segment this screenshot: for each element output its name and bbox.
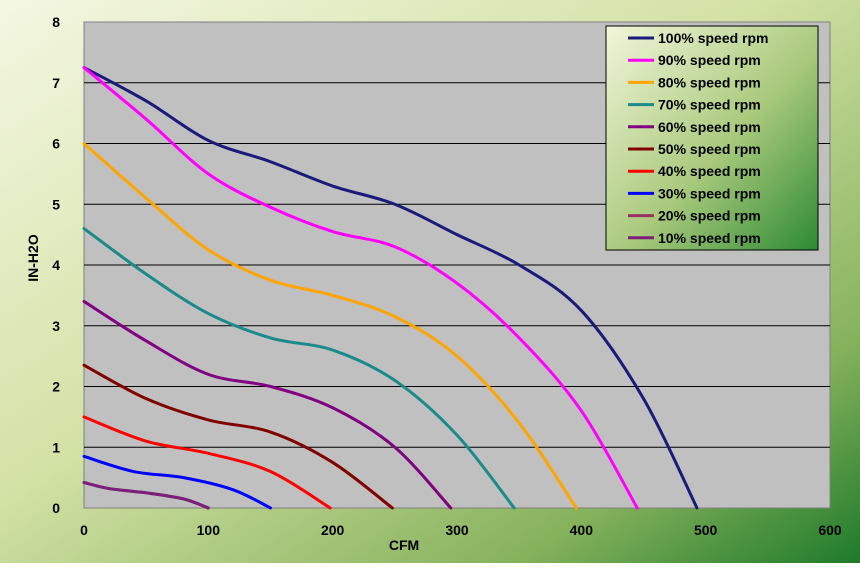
series-line: [82, 299, 453, 510]
series-line: [82, 66, 699, 510]
legend-label: 40% speed rpm: [658, 163, 761, 179]
y-tick-label: 3: [52, 318, 60, 334]
series-line: [82, 363, 394, 510]
y-tick-label: 8: [52, 14, 60, 30]
legend-label: 20% speed rpm: [658, 208, 761, 224]
series-line: [82, 480, 210, 510]
x-tick-label: 100: [197, 522, 221, 538]
y-tick-label: 6: [52, 136, 60, 152]
legend-label: 100% speed rpm: [658, 30, 769, 46]
x-tick-label: 0: [80, 522, 88, 538]
x-axis-ticks: 0 100 200 300 400 500 600: [80, 522, 842, 538]
legend-label: 10% speed rpm: [658, 230, 761, 246]
legend-box: [605, 25, 819, 251]
series-lines: [82, 66, 699, 510]
legend: 100% speed rpm 90% speed rpm 80% speed rpm…: [605, 25, 819, 251]
x-tick-label: 500: [694, 522, 718, 538]
y-axis-label: IN-H2O: [25, 234, 41, 282]
y-axis-ticks: 0 1 2 3 4 5 6 7 8: [52, 14, 60, 516]
series-line: [82, 454, 272, 510]
x-tick-label: 200: [321, 522, 345, 538]
series-line: [82, 66, 639, 510]
y-tick-label: 5: [52, 196, 60, 212]
x-axis-label: CFM: [389, 537, 419, 553]
legend-label: 30% speed rpm: [658, 185, 761, 201]
y-tick-label: 1: [52, 439, 60, 455]
y-tick-label: 0: [52, 500, 60, 516]
legend-label: 50% speed rpm: [658, 141, 761, 157]
x-tick-label: 300: [445, 522, 469, 538]
legend-label: 90% speed rpm: [658, 52, 761, 68]
legend-label: 80% speed rpm: [658, 74, 761, 90]
x-tick-label: 400: [570, 522, 594, 538]
y-tick-label: 7: [52, 75, 60, 91]
legend-label: 70% speed rpm: [658, 97, 761, 113]
y-tick-label: 4: [52, 257, 60, 273]
legend-label: 60% speed rpm: [658, 119, 761, 135]
series-line: [82, 415, 332, 510]
x-tick-label: 600: [818, 522, 842, 538]
series-line: [82, 142, 578, 510]
y-tick-label: 2: [52, 379, 60, 395]
series-line: [82, 227, 516, 510]
